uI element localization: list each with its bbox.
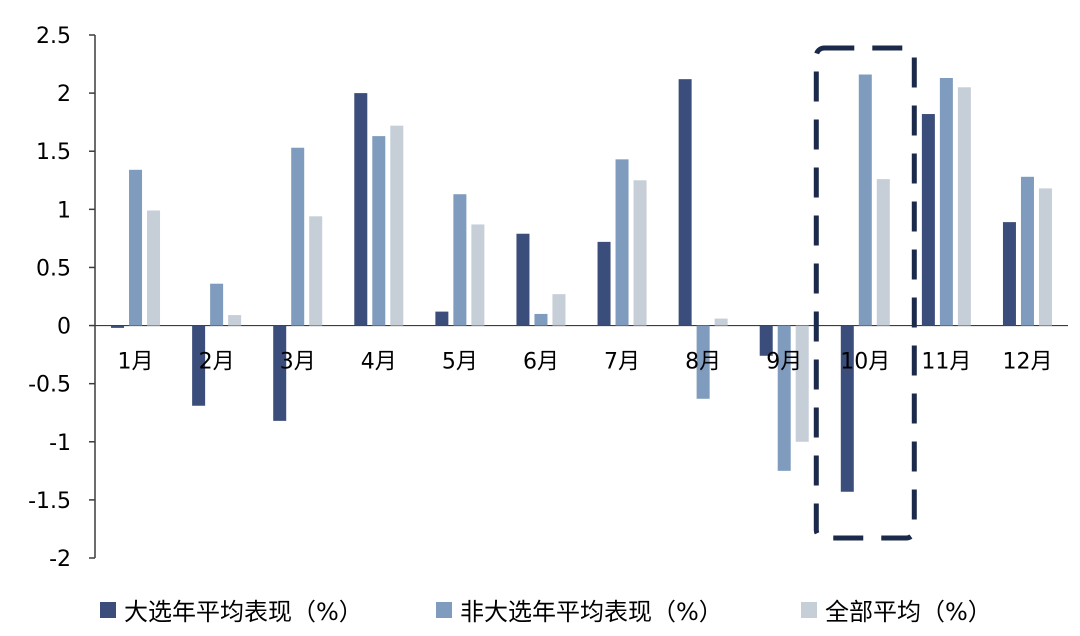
bar-3-9 bbox=[795, 325, 809, 442]
bar-1-4 bbox=[354, 93, 368, 326]
legend-label: 大选年平均表现（%） bbox=[124, 598, 363, 626]
category-label: 3月 bbox=[280, 350, 316, 375]
category-label: 6月 bbox=[523, 350, 559, 375]
bar-1-12 bbox=[1002, 222, 1016, 326]
category-label: 7月 bbox=[604, 350, 640, 375]
bar-2-6 bbox=[534, 313, 548, 326]
bar-3-4 bbox=[390, 125, 404, 326]
legend-label: 全部平均（%） bbox=[825, 598, 992, 626]
y-tick-label: 1.5 bbox=[36, 140, 71, 165]
bar-3-3 bbox=[309, 216, 323, 326]
bar-1-8 bbox=[678, 79, 692, 326]
category-labels: 1月 2月 3月 4月 5月 6月 7月 8月 9月 10月 11月 12月 bbox=[118, 350, 1053, 375]
y-tick-label: 0.5 bbox=[36, 256, 71, 281]
bar-2-3 bbox=[291, 147, 305, 326]
bar-2-10 bbox=[858, 74, 872, 326]
bar-2-4 bbox=[372, 136, 386, 326]
y-tick-label: -1 bbox=[49, 431, 71, 456]
category-label: 1月 bbox=[118, 350, 154, 375]
bar-2-8 bbox=[696, 325, 710, 399]
bar-3-10 bbox=[876, 179, 890, 326]
y-tick-labels: 2.5 2 1.5 1 0.5 0 -0.5 -1 -1.5 -2 bbox=[28, 24, 95, 572]
y-tick-label: 0 bbox=[57, 315, 71, 340]
category-label: 4月 bbox=[361, 350, 397, 375]
category-label: 9月 bbox=[766, 350, 802, 375]
bar-1-5 bbox=[435, 311, 449, 326]
y-tick-label: 1 bbox=[57, 198, 71, 223]
bar-3-2 bbox=[228, 315, 242, 326]
bar-1-1 bbox=[111, 325, 125, 328]
bar-2-7 bbox=[615, 159, 629, 326]
category-label: 2月 bbox=[199, 350, 235, 375]
y-tick-label: -2 bbox=[49, 547, 71, 572]
bar-3-8 bbox=[714, 318, 728, 326]
legend: 大选年平均表现（%） 非大选年平均表现（%） 全部平均（%） bbox=[100, 598, 992, 626]
bar-2-2 bbox=[210, 283, 224, 326]
highlight-box-october bbox=[813, 45, 917, 541]
legend-label: 非大选年平均表现（%） bbox=[460, 598, 723, 626]
bar-1-11 bbox=[921, 114, 935, 326]
bar-1-10 bbox=[840, 325, 854, 492]
bar-1-6 bbox=[516, 233, 530, 326]
bar-3-6 bbox=[552, 294, 566, 326]
bar-2-12 bbox=[1020, 176, 1034, 326]
legend-swatch bbox=[801, 602, 817, 618]
bar-1-2 bbox=[192, 325, 206, 406]
bar-3-1 bbox=[147, 210, 161, 326]
bar-2-1 bbox=[129, 169, 143, 326]
bar-3-7 bbox=[633, 180, 647, 326]
category-label: 11月 bbox=[921, 350, 971, 375]
category-label: 10月 bbox=[840, 350, 890, 375]
y-tick-label: 2.5 bbox=[36, 24, 71, 49]
y-axis: 2.5 2 1.5 1 0.5 0 -0.5 -1 -1.5 -2 bbox=[28, 24, 96, 572]
legend-swatch bbox=[100, 602, 116, 618]
bar-1-3 bbox=[273, 325, 287, 421]
category-label: 5月 bbox=[442, 350, 478, 375]
bars bbox=[111, 74, 1052, 492]
category-label: 12月 bbox=[1002, 350, 1052, 375]
bar-3-5 bbox=[471, 224, 485, 326]
bar-1-7 bbox=[597, 241, 611, 326]
bar-2-11 bbox=[939, 78, 953, 326]
y-tick-label: -0.5 bbox=[28, 373, 71, 398]
bar-1-9 bbox=[759, 325, 773, 356]
y-tick-label: 2 bbox=[57, 82, 71, 107]
bar-2-5 bbox=[453, 194, 467, 326]
y-tick-label: -1.5 bbox=[28, 489, 71, 514]
bar-3-11 bbox=[957, 87, 971, 326]
category-label: 8月 bbox=[685, 350, 721, 375]
bar-2-9 bbox=[777, 325, 791, 471]
bar-3-12 bbox=[1038, 188, 1052, 326]
legend-swatch bbox=[436, 602, 452, 618]
